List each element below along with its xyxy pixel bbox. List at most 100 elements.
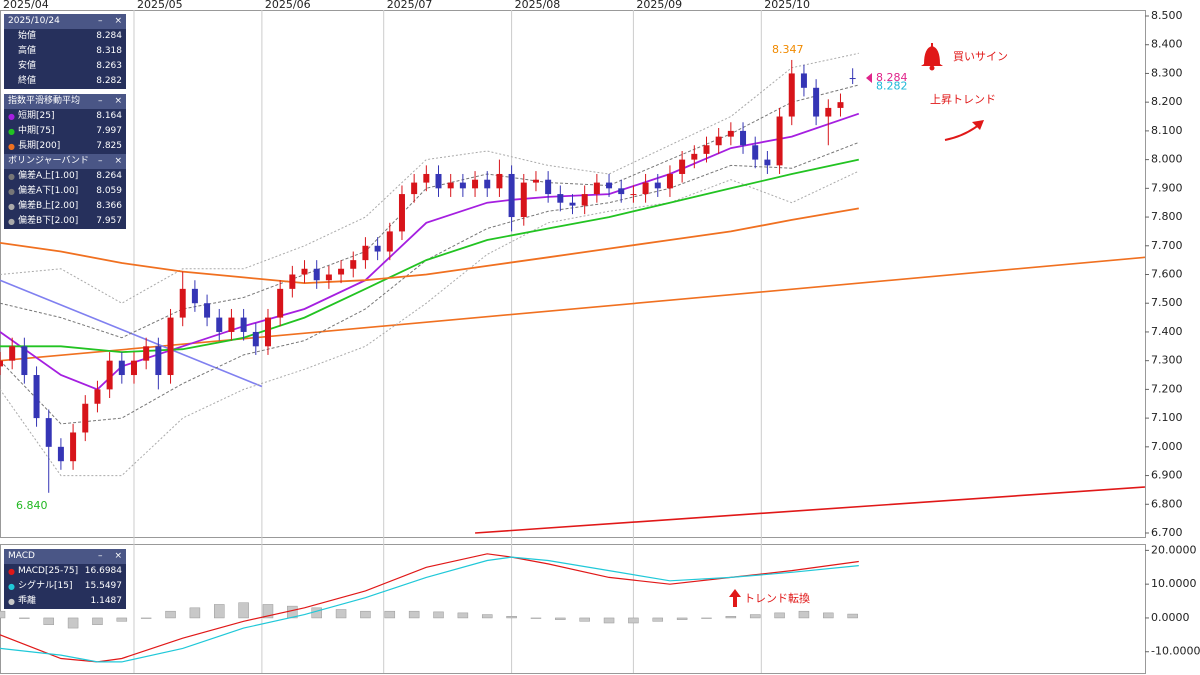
candle-body [849, 78, 856, 80]
candle-body [593, 182, 600, 195]
legend-dot: ● [8, 142, 15, 151]
panel-row: ● 乖離 1.1487 [4, 594, 126, 609]
close-button[interactable]: × [114, 156, 122, 166]
y-tick-label: 8.300 [1151, 66, 1183, 79]
histogram-bar [43, 617, 54, 625]
buy-signal-note: 買いサイン [953, 50, 1008, 63]
row-value: 7.957 [96, 216, 122, 226]
candle-body [800, 73, 807, 88]
legend-dot: ● [8, 187, 15, 196]
histogram-bar [579, 617, 590, 622]
close-button[interactable]: × [114, 16, 122, 26]
minimize-button[interactable]: – [97, 551, 103, 561]
histogram-bar [725, 616, 737, 619]
x-tick-label: 2025/06 [265, 0, 311, 11]
histogram-bar [140, 617, 152, 619]
y-tick-label: 6.700 [1151, 526, 1183, 539]
histogram-bar [116, 617, 128, 622]
y-tick-label: 7.900 [1151, 181, 1183, 194]
panel-controls: – × [98, 14, 122, 29]
histogram-bar [433, 611, 444, 619]
histogram-bar [481, 614, 493, 619]
candle-body [715, 136, 722, 146]
candle-body [703, 145, 710, 154]
candle-body [606, 182, 613, 189]
panel-row: ● 長期[200] 7.825 [4, 139, 126, 154]
candle-body [569, 202, 576, 206]
candle-body [167, 317, 174, 376]
histogram-bar [701, 617, 712, 619]
histogram-bar [67, 617, 79, 629]
candle-body [143, 346, 150, 361]
row-label: 終値 [18, 76, 37, 86]
legend-panel: 指数平滑移動平均 – × ● 短期[25] 8.164 ● 中期[75] 7.997 ● 長期[20… [4, 94, 126, 154]
candle-body [618, 188, 625, 195]
histogram-bar [384, 610, 396, 619]
row-label: 安値 [18, 61, 37, 71]
y-tick-label: 7.100 [1151, 411, 1183, 424]
legend-dot: ● [8, 597, 15, 606]
minimize-button[interactable]: – [97, 96, 103, 106]
candle-body [813, 87, 820, 117]
candle-body [252, 331, 259, 347]
candle-body [216, 317, 223, 332]
candle-body [374, 245, 381, 252]
candle-body [264, 317, 271, 347]
panel-title: 指数平滑移動平均 [8, 96, 81, 106]
minimize-button[interactable]: – [97, 156, 103, 166]
close-button[interactable]: × [114, 96, 122, 106]
x-tick-label: 2025/04 [3, 0, 49, 11]
legend-dot [8, 74, 18, 89]
candle-body [520, 182, 527, 218]
row-label: 中期[75] [18, 126, 55, 136]
y-tick-label: 10.0000 [1151, 577, 1197, 590]
x-tick-label: 2025/10 [764, 0, 810, 11]
candle-body [57, 446, 64, 462]
candle-body [118, 360, 125, 376]
row-label: 乖離 [18, 596, 37, 606]
histogram-bar [19, 617, 30, 619]
candle-body [666, 173, 673, 189]
candle-body [82, 403, 89, 433]
y-tick-label: 7.300 [1151, 354, 1183, 367]
candle-body [545, 179, 552, 195]
histogram-bar [238, 602, 249, 619]
candle-body [277, 288, 284, 318]
candle-body [825, 107, 832, 117]
row-label: 短期[25] [18, 111, 55, 121]
candle-body [752, 145, 759, 160]
row-label: 偏差A上[1.00] [18, 171, 79, 181]
histogram-bar [506, 616, 517, 619]
close-button[interactable]: × [114, 551, 122, 561]
x-tick-label: 2025/05 [137, 0, 183, 11]
panel-header: ボリンジャーバンド – × [4, 154, 126, 169]
row-label: 偏差B下[2.00] [18, 216, 79, 226]
y-tick-label: 8.000 [1151, 153, 1183, 166]
candle-body [837, 102, 844, 108]
histogram-bar [0, 610, 6, 619]
candle-body [630, 194, 637, 196]
histogram-bar [335, 609, 347, 619]
row-value: 15.5497 [84, 581, 122, 591]
macd-line [0, 556, 859, 663]
legend-dot [8, 44, 18, 59]
candle-body [484, 179, 491, 189]
ema-line [0, 207, 859, 285]
candle-body [740, 130, 747, 146]
candle-body [411, 182, 418, 195]
panel-row: 終値 8.282 [4, 74, 126, 89]
panel-controls: – × [98, 154, 122, 169]
y-tick-label: 8.200 [1151, 95, 1183, 108]
y-tick-label: 8.100 [1151, 124, 1183, 137]
candle-body [338, 268, 345, 275]
y-tick-label: 7.200 [1151, 382, 1183, 395]
price-marker [866, 73, 872, 84]
reversal-note: トレンド転換 [744, 592, 810, 605]
row-value: 8.282 [96, 76, 122, 86]
histogram-bar [408, 610, 420, 619]
histogram-bar [603, 617, 615, 624]
minimize-button[interactable]: – [97, 16, 103, 26]
candle-body [386, 231, 393, 252]
